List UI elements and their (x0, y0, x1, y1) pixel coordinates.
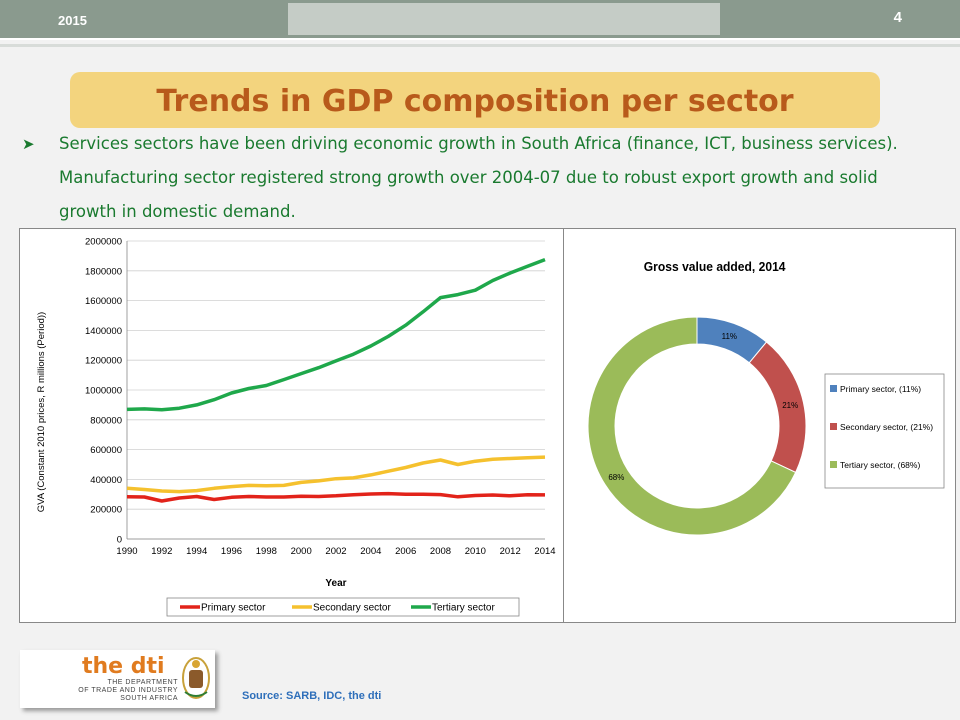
donut-chart-title: Gross value added, 2014 (644, 260, 786, 274)
page-number: 4 (893, 9, 902, 26)
y-tick-label: 200000 (90, 505, 122, 516)
y-tick-label: 1400000 (85, 326, 122, 337)
x-tick-label: 1992 (151, 546, 172, 557)
logo-dept-line1: THE DEPARTMENT (107, 679, 178, 686)
donut-slice-label: 11% (722, 332, 737, 341)
y-tick-label: 0 (117, 535, 122, 546)
x-tick-label: 2000 (291, 546, 312, 557)
donut-legend-label: Secondary sector, (21%) (840, 422, 933, 432)
x-tick-label: 2010 (465, 546, 486, 557)
x-tick-label: 1998 (256, 546, 277, 557)
x-tick-label: 2014 (534, 546, 555, 557)
donut-legend-swatch (830, 385, 837, 392)
donut-slice-3 (587, 316, 797, 536)
y-tick-label: 1000000 (85, 386, 122, 397)
source-note: Source: SARB, IDC, the dti (242, 690, 382, 702)
header-divider (0, 38, 960, 40)
slide-title: Trends in GDP composition per sector (156, 84, 794, 119)
coat-of-arms-icon (182, 657, 210, 699)
logo-text: the dti (82, 654, 165, 679)
legend-box (166, 597, 520, 617)
donut-legend-box (824, 373, 945, 489)
x-tick-label: 2002 (325, 546, 346, 557)
series-line-2 (126, 455, 546, 494)
donut-slice-label: 21% (782, 401, 798, 410)
series-line-1 (126, 491, 546, 503)
donut-slice-label: 68% (608, 473, 624, 482)
x-tick-label: 2008 (430, 546, 451, 557)
series-line-3 (126, 257, 546, 412)
dti-logo: the dti THE DEPARTMENT OF TRADE AND INDU… (20, 650, 215, 708)
title-banner: Trends in GDP composition per sector (70, 72, 880, 128)
x-tick-label: 1994 (186, 546, 207, 557)
arrow-bullet-icon: ➤ (22, 135, 35, 153)
donut-legend-label: Tertiary sector, (68%) (840, 460, 920, 470)
logo-dept-line2: OF TRADE AND INDUSTRY (78, 687, 178, 694)
x-tick-label: 2012 (500, 546, 521, 557)
y-tick-label: 400000 (90, 475, 122, 486)
y-tick-label: 800000 (90, 415, 122, 426)
y-axis-label: GVA (Constant 2010 prices, R millions (P… (36, 312, 47, 512)
y-tick-label: 600000 (90, 445, 122, 456)
y-tick-label: 1800000 (85, 266, 122, 277)
top-bar: 2015 4 (0, 0, 960, 38)
x-axis-label: Year (325, 578, 346, 589)
x-tick-label: 2006 (395, 546, 416, 557)
donut-legend-swatch (830, 461, 837, 468)
y-tick-label: 2000000 (85, 237, 122, 248)
x-tick-label: 1996 (221, 546, 242, 557)
donut-chart: Gross value added, 2014 11% 21% 68% Primar… (587, 260, 945, 536)
legend-label: Secondary sector (313, 603, 391, 614)
line-chart-panel: 0 200000 400000 600000 800000 1000000 1200000 1… (19, 228, 564, 623)
line-chart: 0 200000 400000 600000 800000 1000000 1200000 1… (36, 237, 556, 617)
x-tick-label: 1990 (116, 546, 137, 557)
donut-chart-panel: Gross value added, 2014 11% 21% 68% Primar… (563, 228, 956, 623)
donut-legend-label: Primary sector, (11%) (840, 384, 921, 394)
header-center-block (288, 3, 720, 35)
donut-legend-swatch (830, 423, 837, 430)
header-divider-shadow (0, 44, 960, 47)
y-tick-label: 1200000 (85, 356, 122, 367)
y-tick-label: 1600000 (85, 296, 122, 307)
logo-dept-line3: SOUTH AFRICA (120, 695, 178, 702)
legend-label: Tertiary sector (432, 603, 495, 614)
bullet-text: Services sectors have been driving econo… (59, 134, 898, 221)
logo-department: THE DEPARTMENT OF TRADE AND INDUSTRY SOU… (38, 679, 178, 703)
header-year: 2015 (58, 13, 87, 28)
x-tick-label: 2004 (360, 546, 381, 557)
legend-label: Primary sector (201, 603, 266, 614)
